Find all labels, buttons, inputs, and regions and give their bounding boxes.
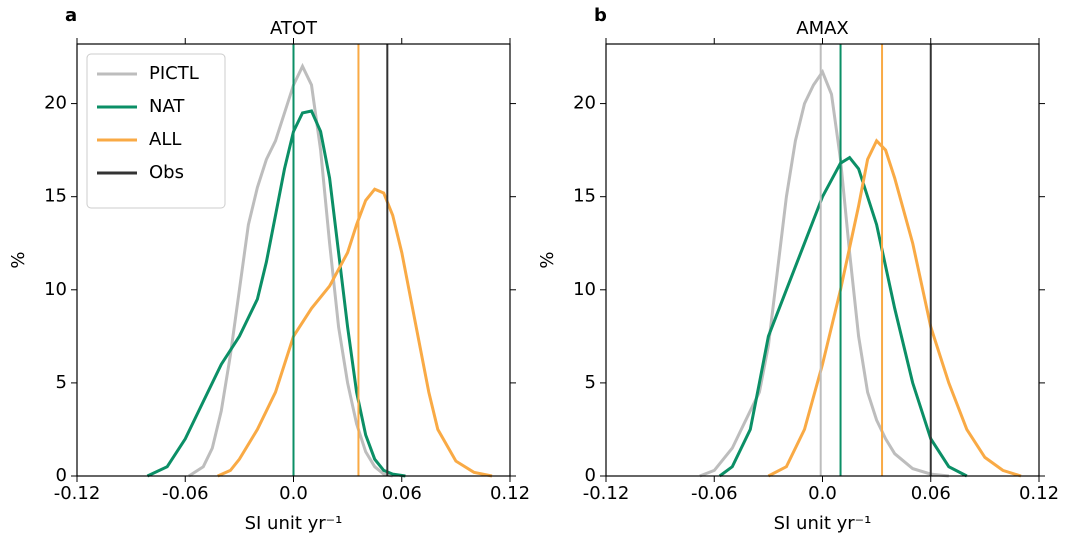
x-axis-label: SI unit yr⁻¹ — [774, 513, 872, 534]
density-curve — [217, 187, 493, 478]
axes-frame — [76, 43, 511, 477]
y-tick-label: 5 — [585, 372, 596, 393]
chart-title: AMAX — [796, 18, 849, 39]
y-tick-label: 10 — [573, 279, 596, 300]
x-tick-label: 0.12 — [1019, 483, 1059, 504]
legend-label: Obs — [149, 162, 184, 183]
y-tick-label: 10 — [44, 279, 67, 300]
y-axis-label: % — [537, 251, 558, 268]
x-tick-label: 0.0 — [279, 483, 308, 504]
density-curve — [767, 138, 1022, 478]
y-tick-label: 0 — [56, 465, 67, 486]
y-axis-label: % — [8, 251, 29, 268]
axes-frame — [605, 43, 1040, 477]
x-axis-label: SI unit yr⁻¹ — [245, 513, 343, 534]
legend: PICTL NAT ALL Obs — [86, 53, 226, 209]
legend-label: PICTL — [149, 63, 199, 84]
legend-frame — [86, 53, 226, 209]
density-curve — [699, 68, 949, 478]
panel-label: a — [65, 5, 77, 26]
x-tick-label: 0.12 — [490, 483, 530, 504]
density-curve — [146, 109, 406, 478]
x-tick-label: -0.12 — [54, 483, 101, 504]
x-tick-label: -0.06 — [691, 483, 738, 504]
x-tick-label: 0.06 — [382, 483, 422, 504]
y-tick-label: 20 — [573, 93, 596, 114]
x-tick-label: -0.06 — [162, 483, 209, 504]
y-tick-label: 20 — [44, 93, 67, 114]
chart-title: ATOT — [270, 18, 318, 39]
y-tick-label: 0 — [585, 465, 596, 486]
legend-label: ALL — [149, 129, 181, 150]
x-tick-label: 0.06 — [911, 483, 951, 504]
x-tick-label: 0.0 — [808, 483, 837, 504]
panel-label: b — [594, 5, 607, 26]
legend-label: NAT — [149, 96, 185, 117]
y-tick-label: 15 — [44, 186, 67, 207]
x-tick-label: -0.12 — [583, 483, 630, 504]
y-tick-label: 15 — [573, 186, 596, 207]
y-tick-label: 5 — [56, 372, 67, 393]
